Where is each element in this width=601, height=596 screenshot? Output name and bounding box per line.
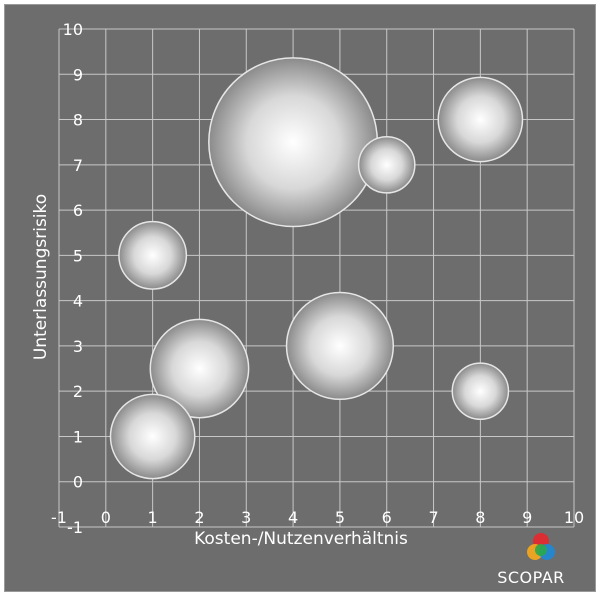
x-tick-label: 1	[148, 508, 158, 527]
y-tick-label: 6	[73, 201, 83, 220]
y-tick-label: 2	[73, 382, 83, 401]
logo-circle-green	[535, 544, 547, 556]
bubble	[285, 291, 395, 401]
x-tick-label: 6	[382, 508, 392, 527]
y-tick-label: 9	[73, 65, 83, 84]
scopar-logo: SCOPAR	[497, 533, 565, 587]
y-tick-label: 8	[73, 111, 83, 130]
y-tick-label: 4	[73, 292, 83, 311]
y-tick-label: -1	[67, 518, 83, 537]
x-tick-label: 0	[101, 508, 111, 527]
brand-name: SCOPAR	[497, 568, 565, 587]
x-axis-title: Kosten-/Nutzenverhältnis	[194, 529, 408, 549]
x-tick-label: 3	[241, 508, 251, 527]
y-tick-label: 10	[63, 20, 83, 39]
y-axis-title: Unterlassungsrisiko	[31, 194, 51, 360]
bubble	[451, 362, 510, 421]
x-tick-label: 2	[194, 508, 204, 527]
y-tick-label: 1	[73, 427, 83, 446]
chart-frame: -1 0 1 2 3 4 5 6 7 8 9 10 -1 0 1 2 3 4 5 6 7 8 9 10 Kosten-/Nut…	[4, 4, 596, 592]
y-tick-label: 7	[73, 156, 83, 175]
x-tick-label: 7	[428, 508, 438, 527]
tick-labels: -1 0 1 2 3 4 5 6 7 8 9 10 -1 0 1 2 3 4 5 6 7 8 9 10	[51, 20, 584, 537]
y-tick-label: 5	[73, 246, 83, 265]
bubbles	[109, 57, 524, 480]
bubble	[109, 393, 196, 480]
bubble	[357, 135, 416, 194]
y-tick-label: 3	[73, 337, 83, 356]
x-tick-label: -1	[51, 508, 67, 527]
bubble	[437, 76, 524, 163]
x-tick-label: 10	[564, 508, 584, 527]
bubble	[118, 220, 188, 290]
bubble-chart: -1 0 1 2 3 4 5 6 7 8 9 10 -1 0 1 2 3 4 5 6 7 8 9 10 Kosten-/Nut…	[31, 20, 584, 587]
y-tick-label: 0	[73, 473, 83, 492]
bubble	[149, 318, 250, 419]
x-tick-label: 4	[288, 508, 298, 527]
x-tick-label: 8	[475, 508, 485, 527]
bubble	[208, 57, 379, 228]
x-tick-label: 9	[522, 508, 532, 527]
x-tick-label: 5	[335, 508, 345, 527]
